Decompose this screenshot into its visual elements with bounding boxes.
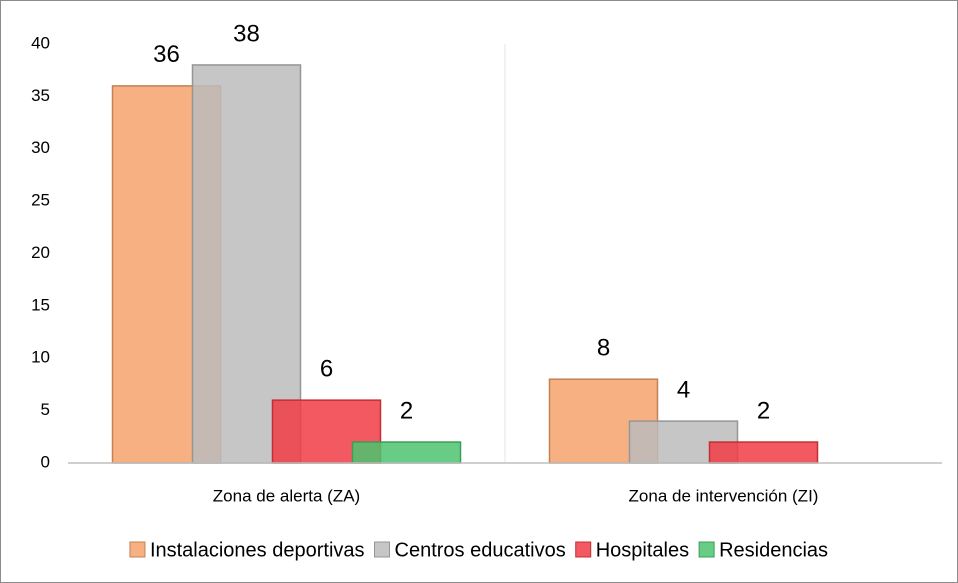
value-label: 4	[677, 376, 690, 403]
y-tick-label: 35	[31, 86, 50, 105]
value-label: 8	[597, 335, 610, 362]
value-label: 2	[757, 397, 770, 424]
x-tick-label: Zona de alerta (ZA)	[213, 486, 360, 505]
value-label: 36	[153, 41, 180, 68]
legend-swatch	[129, 541, 146, 558]
legend-label: Instalaciones deportivas	[150, 539, 365, 561]
legend-swatch	[575, 541, 592, 558]
y-tick-label: 0	[41, 452, 50, 471]
bar	[708, 441, 819, 464]
legend-swatch	[374, 541, 391, 558]
y-tick-label: 5	[41, 400, 50, 419]
x-tick-label: Zona de intervención (ZI)	[629, 486, 819, 505]
y-tick-label: 20	[31, 243, 50, 262]
value-label: 6	[320, 355, 333, 382]
value-label: 38	[233, 20, 260, 47]
bar	[351, 441, 462, 464]
legend-swatch	[698, 541, 715, 558]
y-tick-label: 25	[31, 191, 50, 210]
y-tick-label: 10	[31, 348, 50, 367]
y-tick-label: 30	[31, 138, 50, 157]
legend-label: Residencias	[719, 539, 828, 561]
y-tick-label: 40	[31, 33, 50, 52]
legend-label: Hospitales	[596, 539, 689, 561]
y-tick-label: 15	[31, 295, 50, 314]
value-label: 2	[400, 397, 413, 424]
legend-label: Centros educativos	[395, 539, 566, 561]
legend: Instalaciones deportivas Centros educativ…	[129, 539, 828, 561]
